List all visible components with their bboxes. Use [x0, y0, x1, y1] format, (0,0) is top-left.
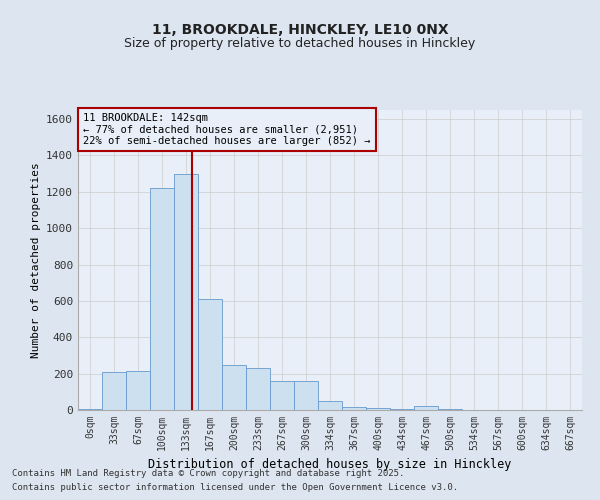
- Bar: [126, 371, 150, 410]
- Bar: [390, 408, 414, 410]
- Bar: [294, 381, 318, 410]
- X-axis label: Distribution of detached houses by size in Hinckley: Distribution of detached houses by size …: [148, 458, 512, 471]
- Bar: [174, 174, 198, 410]
- Bar: [102, 372, 126, 410]
- Bar: [78, 409, 102, 410]
- Text: Size of property relative to detached houses in Hinckley: Size of property relative to detached ho…: [124, 38, 476, 51]
- Bar: [438, 409, 462, 410]
- Bar: [246, 368, 270, 410]
- Bar: [222, 366, 246, 410]
- Text: Contains HM Land Registry data © Crown copyright and database right 2025.: Contains HM Land Registry data © Crown c…: [12, 468, 404, 477]
- Text: 11 BROOKDALE: 142sqm
← 77% of detached houses are smaller (2,951)
22% of semi-de: 11 BROOKDALE: 142sqm ← 77% of detached h…: [83, 113, 371, 146]
- Bar: [414, 406, 438, 410]
- Y-axis label: Number of detached properties: Number of detached properties: [31, 162, 41, 358]
- Bar: [150, 188, 174, 410]
- Bar: [318, 401, 342, 410]
- Bar: [198, 299, 222, 410]
- Bar: [342, 408, 366, 410]
- Bar: [366, 408, 390, 410]
- Text: Contains public sector information licensed under the Open Government Licence v3: Contains public sector information licen…: [12, 484, 458, 492]
- Bar: [270, 381, 294, 410]
- Text: 11, BROOKDALE, HINCKLEY, LE10 0NX: 11, BROOKDALE, HINCKLEY, LE10 0NX: [152, 22, 448, 36]
